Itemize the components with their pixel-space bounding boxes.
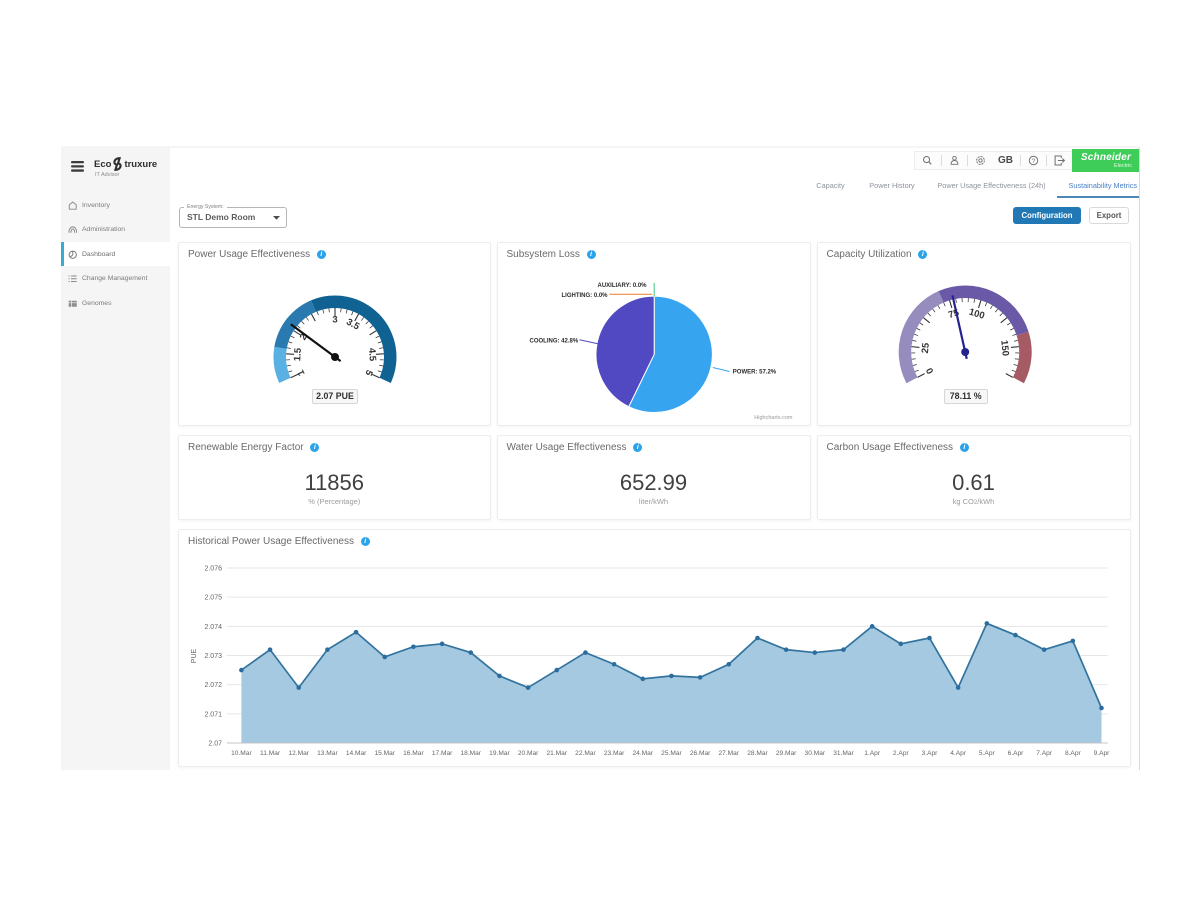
svg-text:LIGHTING: 0.0%: LIGHTING: 0.0%: [561, 293, 608, 299]
svg-text:18.Mar: 18.Mar: [460, 750, 481, 757]
svg-text:8.Apr: 8.Apr: [1065, 750, 1082, 757]
svg-text:PUE: PUE: [191, 648, 198, 663]
svg-text:7.Apr: 7.Apr: [1036, 750, 1053, 757]
svg-text:11.Mar: 11.Mar: [260, 750, 281, 757]
svg-text:19.Mar: 19.Mar: [489, 750, 510, 757]
svg-text:2.073: 2.073: [204, 653, 222, 660]
svg-text:2.076: 2.076: [204, 565, 222, 572]
svg-text:150: 150: [998, 340, 1011, 357]
svg-text:31.Mar: 31.Mar: [833, 750, 854, 757]
svg-text:3.Apr: 3.Apr: [922, 750, 939, 757]
svg-text:2.071: 2.071: [204, 711, 222, 718]
svg-text:AUXILIARY: 0.0%: AUXILIARY: 0.0%: [597, 283, 647, 289]
svg-text:9.Apr: 9.Apr: [1094, 750, 1111, 757]
svg-text:COOLING: 42.8%: COOLING: 42.8%: [529, 339, 578, 345]
svg-text:14.Mar: 14.Mar: [346, 750, 367, 757]
svg-text:2: 2: [298, 332, 310, 342]
svg-text:4.5: 4.5: [366, 348, 378, 363]
svg-text:1: 1: [295, 367, 308, 377]
svg-text:1.Apr: 1.Apr: [864, 750, 881, 757]
svg-text:21.Mar: 21.Mar: [547, 750, 568, 757]
svg-text:6.Apr: 6.Apr: [1008, 750, 1025, 757]
svg-text:24.Mar: 24.Mar: [633, 750, 654, 757]
svg-text:10.Mar: 10.Mar: [231, 750, 252, 757]
svg-text:25.Mar: 25.Mar: [661, 750, 682, 757]
svg-text:28.Mar: 28.Mar: [747, 750, 768, 757]
svg-text:75: 75: [947, 307, 961, 321]
svg-text:16.Mar: 16.Mar: [403, 750, 424, 757]
svg-text:2.074: 2.074: [204, 624, 222, 631]
svg-text:13.Mar: 13.Mar: [317, 750, 338, 757]
svg-text:2.075: 2.075: [204, 595, 222, 602]
svg-text:15.Mar: 15.Mar: [374, 750, 395, 757]
svg-text:23.Mar: 23.Mar: [604, 750, 625, 757]
svg-text:27.Mar: 27.Mar: [719, 750, 740, 757]
svg-text:25: 25: [919, 342, 931, 354]
svg-text:1.5: 1.5: [292, 347, 304, 362]
svg-text:2.07: 2.07: [208, 741, 222, 748]
svg-text:3.5: 3.5: [344, 317, 361, 333]
svg-text:5: 5: [362, 368, 375, 378]
svg-text:17.Mar: 17.Mar: [432, 750, 453, 757]
svg-text:3: 3: [332, 315, 337, 326]
svg-text:30.Mar: 30.Mar: [805, 750, 826, 757]
svg-text:29.Mar: 29.Mar: [776, 750, 797, 757]
svg-text:26.Mar: 26.Mar: [690, 750, 711, 757]
svg-text:?: ?: [1032, 158, 1036, 165]
svg-text:12.Mar: 12.Mar: [288, 750, 309, 757]
svg-text:100: 100: [967, 307, 985, 322]
svg-text:0: 0: [924, 366, 936, 376]
svg-text:5.Apr: 5.Apr: [979, 750, 996, 757]
svg-text:4.Apr: 4.Apr: [950, 750, 967, 757]
svg-text:22.Mar: 22.Mar: [575, 750, 596, 757]
svg-text:POWER: 57.2%: POWER: 57.2%: [732, 370, 776, 376]
svg-text:2.072: 2.072: [204, 682, 222, 689]
svg-text:20.Mar: 20.Mar: [518, 750, 539, 757]
svg-text:2.Apr: 2.Apr: [893, 750, 910, 757]
